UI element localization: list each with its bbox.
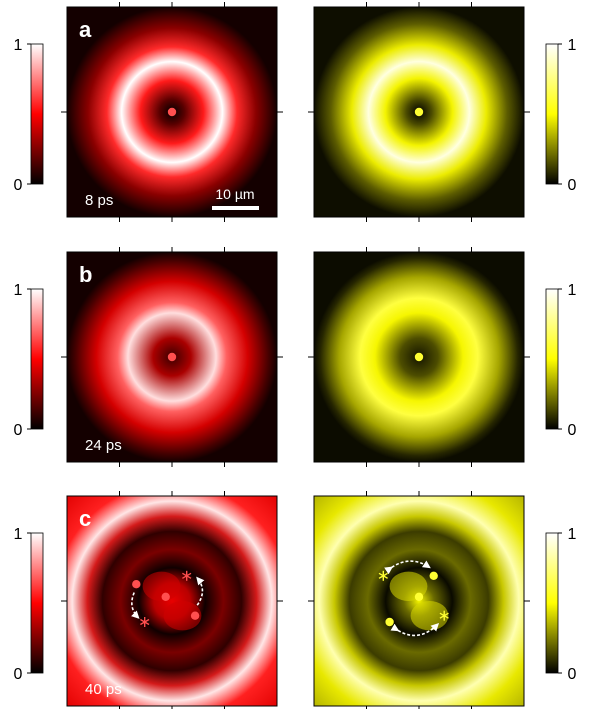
- scale-bar: [212, 206, 259, 210]
- intensity-map: [67, 496, 277, 706]
- panel-letter: b: [79, 262, 92, 287]
- intensity-map: [314, 496, 524, 706]
- colorbar-yellow-c: 10: [545, 526, 577, 683]
- antivortex-marker: [439, 610, 449, 621]
- colorbar-min-label: 0: [568, 666, 577, 683]
- panel-letter: c: [79, 506, 91, 531]
- colorbar-max-label: 1: [14, 282, 23, 299]
- colorbar-yellow-b: 10: [545, 282, 577, 439]
- vortex-marker: [161, 592, 170, 601]
- colorbar-max-label: 1: [14, 37, 23, 54]
- colorbar-red-a: 10: [14, 37, 44, 194]
- map-panel-b-left: b 24 ps: [61, 247, 283, 467]
- panel-letter: a: [79, 17, 92, 42]
- vortex-marker: [414, 107, 424, 117]
- vortex-marker: [167, 352, 177, 362]
- density-lobe: [142, 571, 181, 601]
- time-label: 8 ps: [85, 192, 113, 209]
- density-lobe: [410, 601, 449, 631]
- map-panel-c-right: [308, 491, 530, 709]
- vortex-marker: [429, 571, 438, 580]
- colorbar-red-b: 10: [14, 282, 44, 439]
- colorbar-min-label: 0: [14, 177, 23, 194]
- time-label: 40 ps: [85, 681, 122, 698]
- vortex-marker: [414, 352, 424, 362]
- scale-bar-label: 10 µm: [215, 186, 254, 202]
- time-label: 24 ps: [85, 437, 122, 454]
- map-panel-a-right: [308, 2, 530, 222]
- vortex-marker: [414, 592, 424, 601]
- vortex-marker: [190, 611, 200, 620]
- map-panel-c-left: c 40 ps: [61, 491, 283, 709]
- antivortex-marker: [140, 617, 150, 627]
- colorbar-min-label: 0: [14, 666, 23, 683]
- map-panel-b-right: [308, 247, 530, 467]
- panels: a 8 ps 10 µm b 24 ps c 40 ps: [61, 2, 530, 709]
- map-panel-a-left: a 8 ps 10 µm: [61, 2, 283, 222]
- colorbar-min-label: 0: [14, 422, 23, 439]
- rotation-arrows: [131, 576, 205, 619]
- rotation-arrows: [384, 560, 440, 637]
- antivortex-marker: [182, 570, 192, 581]
- colorbar-max-label: 1: [568, 282, 577, 299]
- vortex-marker: [132, 580, 141, 589]
- colorbar-max-label: 1: [568, 526, 577, 543]
- colorbar-red-c: 10: [14, 526, 44, 683]
- colorbar-yellow-a: 10: [545, 37, 577, 194]
- colorbar-min-label: 0: [568, 177, 577, 194]
- vortex-marker: [167, 107, 177, 117]
- vortex-marker: [385, 617, 394, 627]
- colorbar-min-label: 0: [568, 422, 577, 439]
- colorbar-max-label: 1: [568, 37, 577, 54]
- colorbar-max-label: 1: [14, 526, 23, 543]
- density-lobe: [163, 601, 202, 631]
